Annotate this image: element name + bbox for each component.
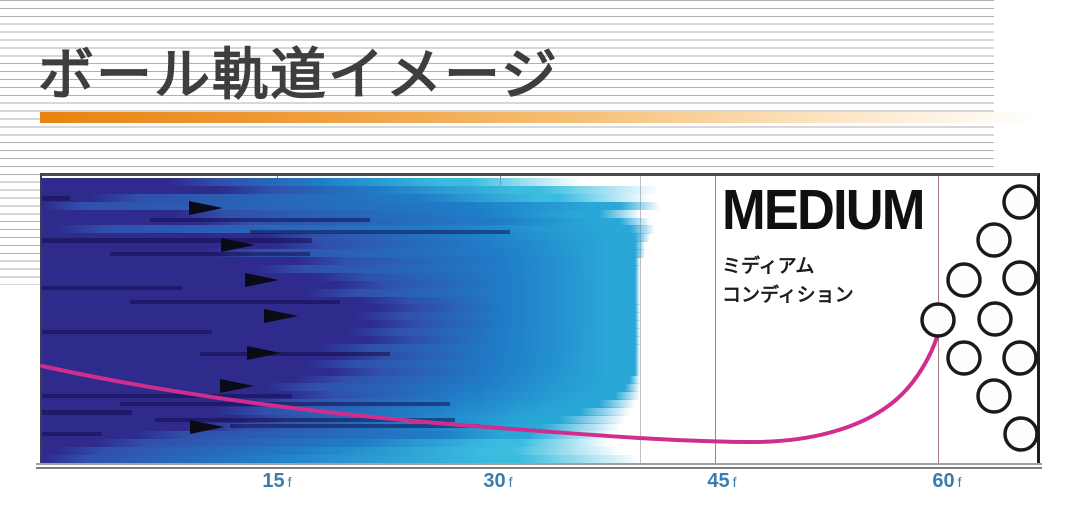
oil-accent-bar — [42, 196, 70, 201]
lane-arrow-icon — [221, 238, 255, 252]
oil-row — [42, 328, 1036, 337]
oil-row — [42, 178, 1036, 187]
oil-row — [42, 217, 1036, 226]
condition-subtitle-ja-2: コンディション — [722, 285, 854, 307]
oil-row — [42, 193, 1036, 203]
distance-unit: f — [287, 474, 292, 490]
lane-arrow-icon — [220, 379, 254, 393]
condition-heading: MEDIUM — [722, 178, 925, 242]
oil-row — [42, 264, 1036, 274]
oil-row — [42, 225, 1036, 234]
distance-value: 15 — [262, 470, 285, 492]
oil-accent-bar — [110, 252, 310, 256]
oil-accent-bar — [230, 424, 480, 428]
oil-accent-bar — [42, 394, 292, 398]
distance-unit: f — [957, 474, 962, 490]
lane-bottom-border-inner — [36, 467, 1042, 469]
lane-arrow-icon — [189, 201, 223, 215]
oil-row — [42, 446, 1036, 456]
page-title: ボール軌道イメージ — [38, 43, 559, 106]
oil-row — [42, 304, 1036, 313]
lane-arrow-icon — [190, 420, 224, 434]
oil-accent-bar — [42, 286, 182, 290]
distance-label-15f: 15 f — [262, 470, 291, 493]
distance-value: 45 — [707, 470, 730, 492]
title-underline-bar — [40, 112, 1035, 123]
distance-unit: f — [508, 474, 513, 490]
lane-bottom-border-outer — [36, 463, 1042, 465]
distance-label-45f: 45 f — [707, 470, 736, 493]
oil-row — [42, 257, 1036, 266]
oil-accent-bar — [42, 432, 102, 436]
oil-row — [42, 288, 1036, 298]
oil-row — [42, 296, 1036, 305]
oil-accent-bar — [250, 230, 510, 234]
distance-unit: f — [732, 474, 737, 490]
oil-row — [42, 454, 1036, 463]
oil-accent-bar — [42, 410, 132, 415]
condition-label: MEDIUM ミディアム コンディション — [722, 182, 941, 311]
distance-label-30f: 30 f — [483, 470, 512, 493]
distance-label-60f: 60 f — [932, 470, 961, 493]
condition-subtitle-ja-1: ミディアム — [722, 256, 815, 277]
oil-row — [42, 272, 1036, 282]
oil-row — [42, 209, 1036, 219]
distance-value: 30 — [483, 470, 506, 492]
oil-row — [42, 280, 1036, 290]
oil-accent-bar — [42, 238, 312, 243]
lane-arrow-icon — [247, 346, 281, 360]
oil-accent-bar — [120, 402, 450, 406]
oil-accent-bar — [150, 218, 370, 222]
oil-accent-bar — [130, 300, 340, 304]
lane-arrow-icon — [245, 273, 279, 287]
oil-row — [42, 320, 1036, 329]
oil-accent-bar — [42, 330, 212, 334]
oil-row — [42, 233, 1036, 242]
lane-arrow-icon — [264, 309, 298, 323]
oil-accent-bar — [200, 352, 390, 356]
distance-value: 60 — [932, 470, 955, 492]
oil-row — [42, 185, 1036, 195]
oil-row — [42, 312, 1036, 321]
oil-row — [42, 241, 1036, 250]
oil-row — [42, 249, 1036, 258]
oil-row — [42, 201, 1036, 211]
